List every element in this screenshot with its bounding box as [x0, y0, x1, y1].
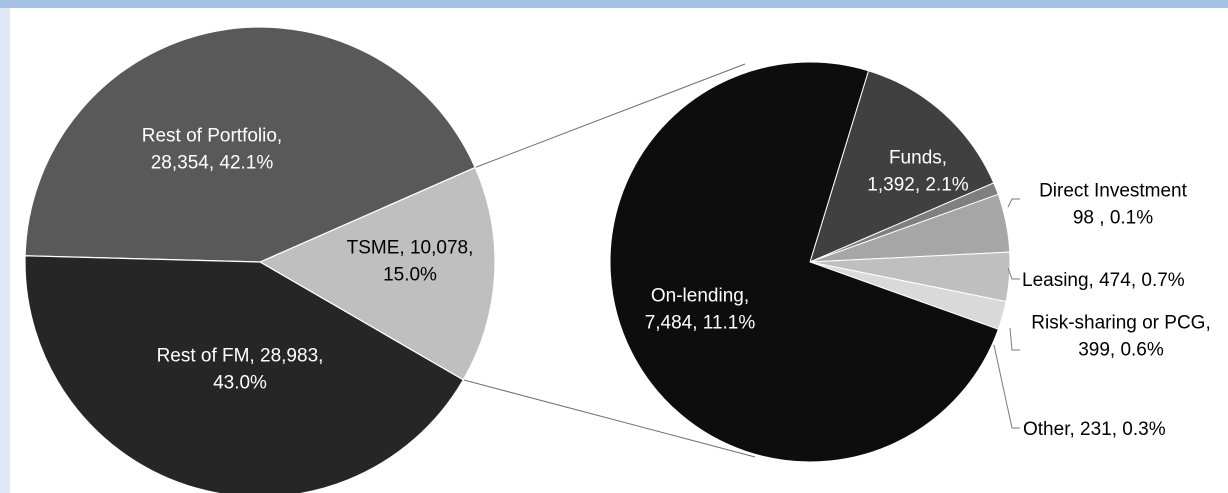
- leader-lines: [993, 198, 1020, 429]
- main-pie-data-label: Rest of FM, 28,983,: [157, 346, 324, 367]
- main-pie-slice: [24, 26, 476, 263]
- data-labels: TSME, 10,078, 15.0% Rest of FM, 28,983, 43.…: [142, 126, 1211, 441]
- secondary-pie-data-label: 1,392, 2.1%: [867, 175, 969, 196]
- main-pie-data-label: 15.0%: [383, 265, 437, 286]
- left-border: [0, 8, 10, 493]
- connector-line-top: [474, 63, 746, 168]
- main-pie-data-label: Rest of Portfolio,: [142, 126, 282, 147]
- top-border: [0, 0, 1228, 8]
- secondary-pie-data-label: 399, 0.6%: [1078, 340, 1164, 361]
- main-pie-data-label: TSME, 10,078,: [347, 238, 474, 259]
- secondary-pie-data-label: 7,484, 11.1%: [645, 313, 756, 334]
- leader-line: [1007, 267, 1020, 280]
- main-pie-slice: [24, 255, 465, 493]
- secondary-pie-data-label: 98 , 0.1%: [1073, 208, 1153, 229]
- leader-line: [1009, 327, 1020, 351]
- main-pie-data-label: 28,354, 42.1%: [151, 153, 274, 174]
- secondary-pie-data-label: Risk-sharing or PCG,: [1031, 313, 1211, 334]
- connector-lines: [463, 63, 756, 458]
- main-pie-data-label: 43.0%: [213, 373, 267, 394]
- secondary-pie-data-label: Direct Investment: [1039, 181, 1188, 202]
- leader-line: [993, 344, 1020, 429]
- leader-line: [1007, 198, 1020, 208]
- main-pie-slice: [258, 166, 496, 381]
- secondary-pie-slice: [609, 61, 999, 463]
- secondary-pie-data-label: Other, 231, 0.3%: [1023, 419, 1166, 440]
- secondary-pie: [609, 61, 1011, 463]
- secondary-pie-data-label: On-lending,: [651, 286, 749, 307]
- main-pie: [24, 26, 496, 493]
- secondary-pie-slice: [809, 70, 995, 263]
- connector-line-bottom: [463, 379, 756, 458]
- secondary-pie-data-label: Funds,: [889, 148, 947, 169]
- secondary-pie-data-label: Leasing, 474, 0.7%: [1022, 270, 1185, 291]
